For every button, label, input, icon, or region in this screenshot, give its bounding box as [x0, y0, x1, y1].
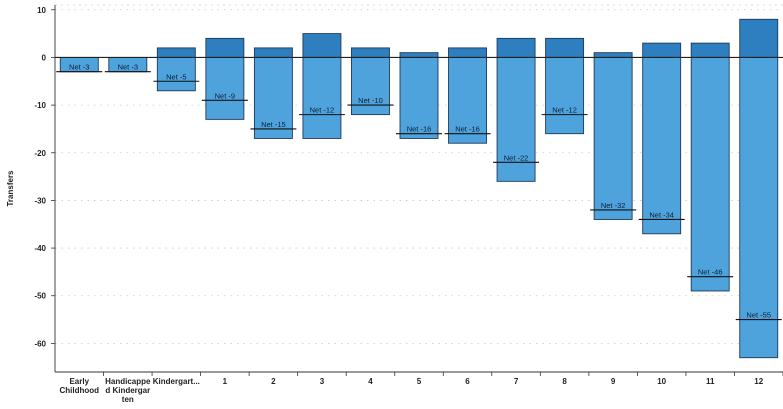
bar-positive	[739, 18, 779, 58]
bar-positive	[690, 42, 730, 58]
net-label: Net -9	[215, 91, 235, 100]
bar-negative	[545, 56, 585, 135]
y-tick-label: -50	[34, 292, 46, 301]
bar-positive	[642, 42, 682, 58]
net-label: Net -10	[358, 96, 383, 105]
bar-positive	[399, 52, 439, 58]
bar-negative	[302, 56, 342, 139]
bar-negative	[690, 56, 730, 292]
y-tick-label: 0	[42, 53, 47, 62]
x-tick-label: 9	[611, 377, 616, 386]
bar-negative	[205, 56, 245, 120]
bar-positive	[351, 47, 390, 58]
bar-positive	[302, 33, 342, 58]
net-label: Net -22	[504, 153, 529, 162]
net-label: Net -16	[455, 125, 480, 134]
x-tick-label: 7	[514, 377, 519, 386]
bar-positive	[545, 37, 585, 58]
bars	[59, 18, 779, 359]
net-label: Net -3	[69, 63, 89, 72]
y-tick-label: -20	[34, 149, 46, 158]
x-tick-label: 8	[562, 377, 567, 386]
x-tick-label: 1	[223, 377, 228, 386]
axes: 10 0 -10 -20 -30 -40 -50 -60 Early Childhood Handi…	[34, 5, 783, 404]
net-label: Net -46	[698, 268, 723, 277]
x-tick-label: 3	[320, 377, 325, 386]
y-tick-label: -10	[34, 101, 46, 110]
bar-negative	[593, 56, 633, 220]
x-tick-label: 4	[368, 377, 373, 386]
x-tick-label: Early Childhood	[59, 377, 99, 395]
net-label: Net -34	[649, 210, 674, 219]
bar-positive	[448, 47, 487, 58]
x-tick-label: Handicappe d Kindergar ten	[105, 377, 151, 404]
bar-positive	[496, 37, 536, 58]
y-tick-label: -30	[34, 196, 46, 205]
net-label: Net -32	[601, 201, 626, 210]
x-tick-label: 2	[271, 377, 276, 386]
bar-negative	[351, 56, 390, 116]
y-tick-label: -60	[34, 339, 46, 348]
net-label: Net -16	[407, 125, 432, 134]
bar-negative	[496, 56, 536, 182]
bar-negative	[642, 56, 682, 235]
x-tick-label: 12	[754, 377, 763, 386]
net-label: Net -3	[118, 63, 138, 72]
bar-positive	[156, 47, 196, 58]
y-tick-label: 10	[37, 6, 46, 15]
net-label: Net -5	[166, 72, 186, 81]
bar-positive	[205, 37, 245, 58]
x-tick-label: 5	[417, 377, 422, 386]
bar-negative	[739, 56, 779, 359]
bar-positive	[593, 52, 633, 58]
bar-positive	[253, 47, 293, 58]
net-markers: Net -3 Net -3 Net -5 Net -9 Net -15 Net -12 Ne…	[56, 63, 782, 321]
bar-negative	[253, 56, 293, 139]
y-axis-label: Transfers	[6, 170, 15, 207]
bar-negative	[448, 56, 487, 144]
y-tick-label: -40	[34, 244, 46, 253]
net-label: Net -12	[310, 106, 335, 115]
x-tick-label: 11	[706, 377, 715, 386]
net-label: Net -12	[552, 106, 577, 115]
x-tick-label: 6	[465, 377, 470, 386]
x-tick-label: 10	[657, 377, 666, 386]
net-label: Net -15	[261, 120, 286, 129]
x-tick-label: Kindergart...	[153, 377, 200, 386]
net-label: Net -55	[746, 311, 771, 320]
